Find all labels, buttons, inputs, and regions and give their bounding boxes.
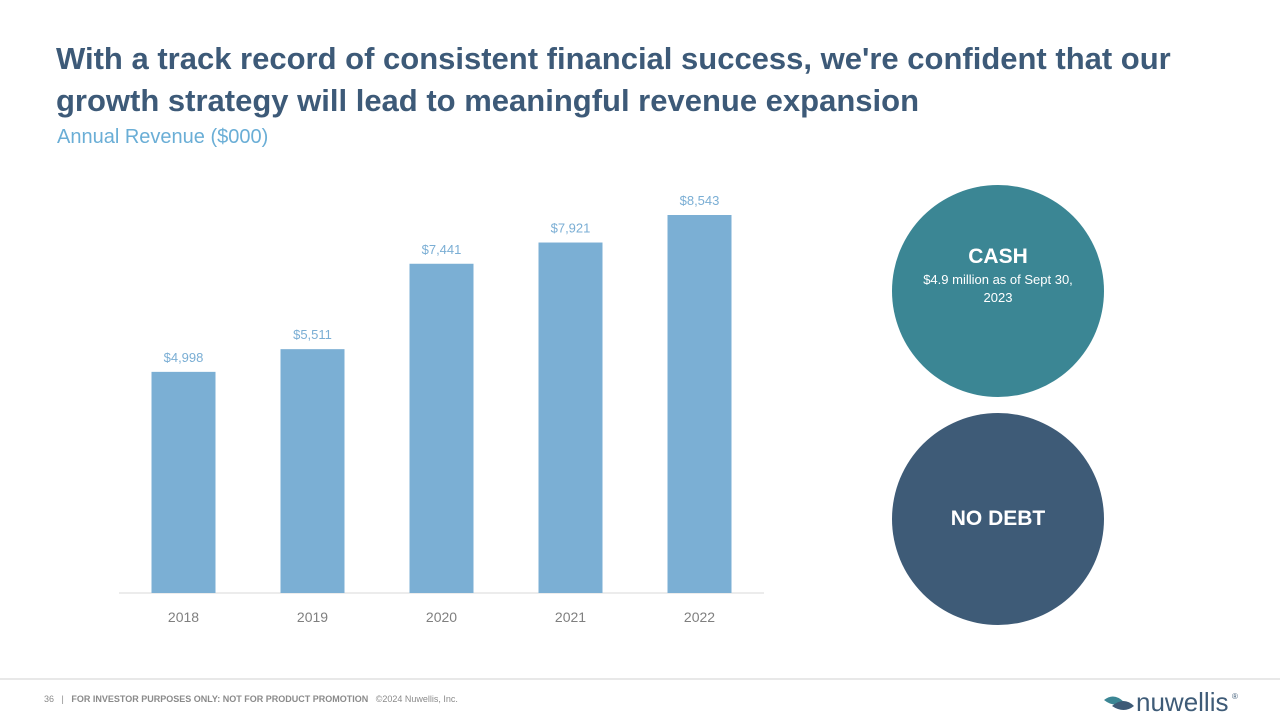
value-label: $8,543	[680, 193, 720, 208]
cash-text: $4.9 million as of Sept 30, 2023	[923, 272, 1073, 305]
value-label: $7,921	[551, 221, 591, 236]
separator: |	[61, 694, 64, 704]
bar	[667, 215, 732, 593]
x-tick-label: 2021	[555, 609, 586, 625]
bar	[151, 371, 216, 593]
debt-title: NO DEBT	[950, 507, 1046, 530]
value-label: $4,998	[164, 350, 204, 365]
chart-title: Annual Revenue ($000)	[57, 126, 269, 148]
logo-mark: ®	[1232, 692, 1238, 701]
x-tick-label: 2018	[168, 609, 199, 625]
x-tick-label: 2020	[426, 609, 457, 625]
logo-icon	[1104, 696, 1134, 710]
bar	[538, 242, 603, 593]
cash-title: CASH	[968, 245, 1028, 268]
x-tick-label: 2019	[297, 609, 328, 625]
cash-circle: CASH $4.9 million as of Sept 30, 2023	[892, 185, 1104, 397]
page-number: 36	[44, 694, 55, 704]
bar	[280, 349, 345, 593]
logo-text: nuwellis	[1136, 687, 1229, 717]
value-label: $5,511	[293, 327, 332, 342]
value-label: $7,441	[422, 242, 462, 257]
x-tick-label: 2022	[684, 609, 715, 625]
notice: FOR INVESTOR PURPOSES ONLY: NOT FOR PROD…	[71, 694, 369, 704]
copyright: ©2024 Nuwellis, Inc.	[375, 694, 458, 704]
bar	[409, 263, 474, 593]
footer: 36 | FOR INVESTOR PURPOSES ONLY: NOT FOR…	[44, 694, 458, 704]
slide-title: With a track record of consistent financ…	[56, 41, 1171, 118]
debt-circle: NO DEBT	[892, 413, 1104, 625]
